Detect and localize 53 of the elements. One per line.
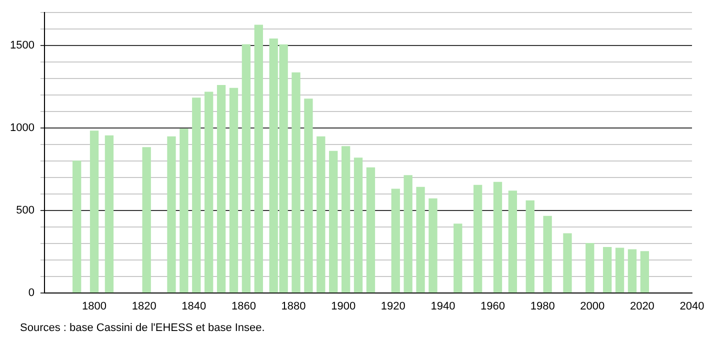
x-tick-label: 2040 — [680, 300, 704, 312]
y-tick-label: 1500 — [10, 40, 34, 52]
x-tick-label: 1880 — [281, 300, 306, 312]
y-tick-label: 1000 — [10, 122, 34, 134]
bar — [142, 147, 151, 293]
bar — [72, 160, 82, 293]
bar — [329, 150, 338, 293]
bar — [216, 84, 226, 293]
bar — [254, 24, 263, 293]
bar — [192, 98, 201, 293]
bar — [615, 248, 624, 293]
x-tick-label: 2020 — [630, 300, 654, 312]
source-note: Sources : base Cassini de l'EHESS et base Insee. — [20, 322, 265, 334]
bar — [229, 88, 238, 293]
bar — [167, 136, 176, 293]
bar — [354, 158, 363, 293]
bar — [543, 216, 552, 293]
x-tick-label: 1820 — [132, 300, 156, 312]
x-tick-label: 1800 — [82, 300, 107, 312]
bar — [416, 186, 425, 293]
x-tick-label: 1920 — [380, 300, 406, 312]
bar — [104, 135, 114, 293]
bar — [508, 190, 518, 293]
bar — [304, 98, 313, 293]
bar — [526, 200, 534, 293]
bar — [292, 72, 300, 293]
bar — [563, 233, 572, 293]
x-tick-label: 1940 — [430, 300, 456, 312]
bar — [242, 44, 251, 293]
bar — [428, 198, 438, 293]
bar — [602, 246, 612, 293]
bar — [454, 224, 462, 293]
bar — [316, 136, 326, 293]
bar — [586, 243, 594, 293]
x-tick-label: 1960 — [480, 300, 505, 312]
bar — [341, 146, 350, 293]
bar — [366, 167, 376, 293]
x-tick-label: 2000 — [580, 300, 605, 312]
bar — [391, 188, 400, 293]
y-tick-label: 500 — [16, 204, 34, 216]
x-tick-label: 1860 — [231, 300, 256, 312]
bar — [473, 184, 482, 293]
bar — [404, 175, 412, 293]
bar — [493, 182, 502, 293]
bar — [204, 92, 214, 293]
bar — [180, 128, 188, 293]
bar — [640, 251, 650, 293]
x-tick-label: 1840 — [182, 300, 206, 312]
x-tick-label: 1980 — [530, 300, 555, 312]
x-tick-label: 1900 — [331, 300, 356, 312]
y-tick-label: 0 — [28, 286, 34, 299]
bar — [90, 130, 99, 293]
bar — [628, 249, 637, 293]
